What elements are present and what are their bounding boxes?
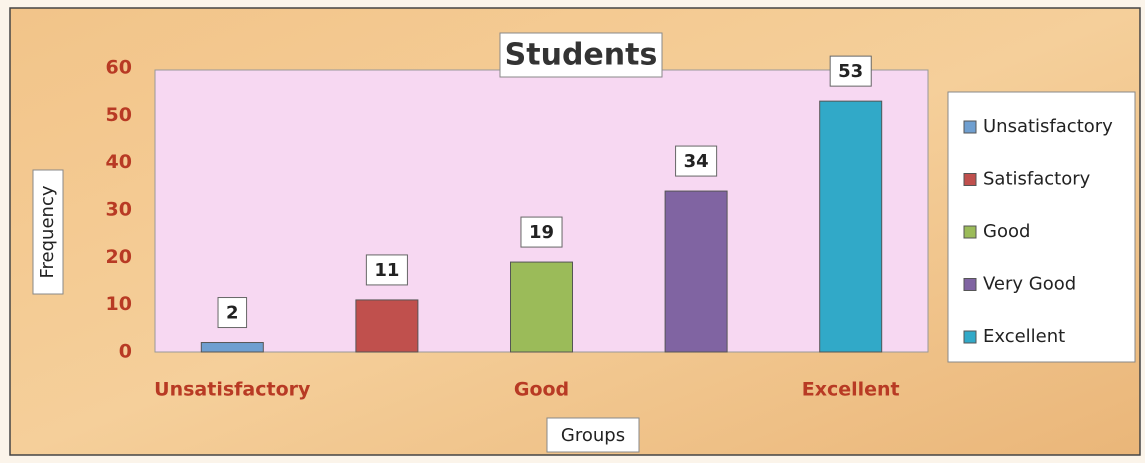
data-label: 19 <box>529 222 554 243</box>
y-tick-label: 30 <box>106 199 132 221</box>
legend-swatch <box>963 173 977 186</box>
data-label-box <box>365 254 408 286</box>
x-axis-label: Groups <box>561 425 625 446</box>
data-label-box <box>217 297 248 329</box>
legend-label: Good <box>983 221 1030 242</box>
legend-label: Excellent <box>983 326 1065 347</box>
data-label: 34 <box>684 151 709 172</box>
bar <box>355 299 419 353</box>
data-label: 53 <box>838 61 863 82</box>
y-tick-label: 20 <box>106 246 132 268</box>
y-tick-label: 40 <box>106 151 132 173</box>
y-tick-label: 0 <box>119 341 132 363</box>
y-tick-label: 10 <box>106 293 132 315</box>
bar <box>819 100 883 353</box>
data-label-box <box>829 55 872 87</box>
legend-box <box>947 91 1136 363</box>
legend-label: Very Good <box>983 274 1076 295</box>
data-label: 2 <box>226 303 239 324</box>
data-label-box <box>520 216 563 248</box>
data-label-box <box>675 145 718 177</box>
x-label-box <box>546 417 640 453</box>
chart-title: Students <box>505 38 658 73</box>
legend-swatch <box>963 278 977 291</box>
y-axis-label: Frequency <box>37 185 58 278</box>
data-label: 11 <box>374 260 399 281</box>
legend-label: Unsatisfactory <box>983 116 1113 137</box>
legend-swatch <box>963 225 977 239</box>
title-box <box>499 32 663 78</box>
bar <box>510 261 573 353</box>
x-tick-label: Good <box>514 379 569 401</box>
x-tick-label: Unsatisfactory <box>154 379 311 401</box>
x-tick-label: Excellent <box>802 379 900 401</box>
y-tick-label: 60 <box>106 57 132 79</box>
bar <box>200 342 264 353</box>
legend-label: Satisfactory <box>983 169 1091 190</box>
legend-swatch <box>963 120 977 134</box>
y-tick-label: 50 <box>106 104 132 126</box>
y-label-box <box>32 169 64 295</box>
bar <box>664 190 728 353</box>
legend-swatch <box>963 330 977 344</box>
